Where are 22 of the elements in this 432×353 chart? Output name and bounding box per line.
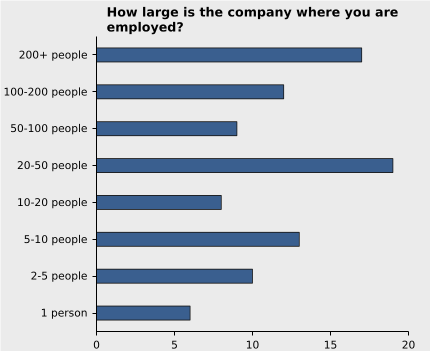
x-tick-label: 0 [93,338,100,352]
y-tick-label: 2-5 people [30,270,88,283]
bar [96,306,190,320]
x-tick-label: 15 [324,338,338,352]
y-tick-label: 200+ people [18,48,88,62]
x-tick-label: 5 [171,338,178,352]
y-tick-label: 1 person [40,306,88,320]
bar [96,121,238,136]
bar [96,195,222,210]
y-tick-label: 10-20 people [17,196,88,209]
y-tick-label: 5-10 people [24,232,88,246]
y-tick-label: 20-50 people [17,159,88,172]
bar [96,268,253,284]
y-tick-label: 50-100 people [10,122,88,136]
y-tick-label: 100-200 people [3,85,88,98]
bar [96,84,284,100]
x-tick-label: 20 [402,338,416,352]
x-tick-label: 10 [246,338,260,352]
bar [96,232,300,247]
chart-title: How large is the company where you are employed? [106,4,398,34]
bar [96,158,394,173]
bar [96,48,362,62]
